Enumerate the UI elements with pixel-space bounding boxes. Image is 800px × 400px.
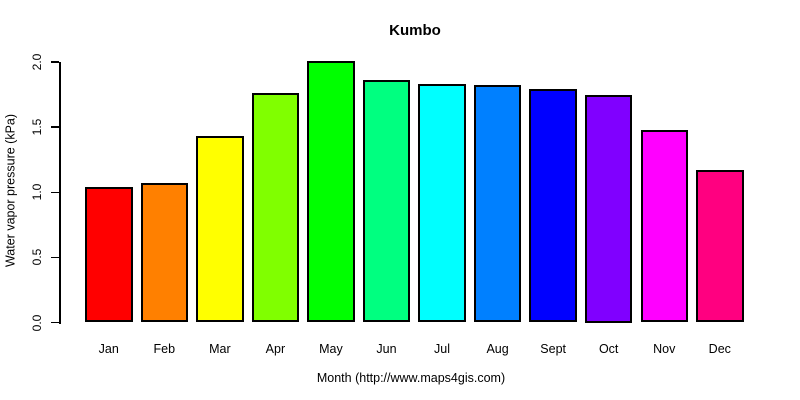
bar-jun bbox=[362, 80, 411, 323]
y-axis-tick-label: 2.0 bbox=[30, 53, 44, 71]
bar-nov bbox=[640, 129, 688, 323]
x-axis-tick-label: May bbox=[319, 342, 343, 356]
y-axis-tick bbox=[51, 191, 59, 193]
x-axis-tick-label: Jun bbox=[376, 342, 397, 356]
x-axis-tick-label: Jul bbox=[434, 342, 451, 356]
y-axis-tick bbox=[51, 321, 59, 324]
x-axis-tick-label: Apr bbox=[265, 342, 286, 356]
bar-feb bbox=[140, 183, 189, 323]
x-axis-tick-label: Oct bbox=[598, 342, 619, 356]
x-axis-tick-label: Jan bbox=[98, 342, 119, 356]
y-axis-tick-label: 1.5 bbox=[30, 118, 44, 136]
y-axis-tick bbox=[51, 126, 59, 128]
bar-sept bbox=[529, 89, 577, 323]
x-axis-tick-label: Nov bbox=[653, 342, 676, 356]
bar-oct bbox=[584, 94, 633, 323]
bar-dec bbox=[696, 170, 744, 323]
x-axis-tick-label: Aug bbox=[486, 342, 509, 356]
y-axis-tick-label: 0.0 bbox=[30, 314, 44, 331]
bar-apr bbox=[251, 93, 300, 323]
x-axis-tick-label: Dec bbox=[708, 342, 731, 356]
y-axis-tick bbox=[51, 256, 59, 259]
y-axis-line bbox=[59, 62, 61, 324]
bar-may bbox=[307, 60, 355, 323]
y-axis-title: Water vapor pressure (kPa) bbox=[3, 113, 18, 268]
y-axis-tick-label: 1.0 bbox=[30, 183, 44, 201]
bar-jul bbox=[418, 84, 466, 323]
y-axis-tick-label: 0.5 bbox=[30, 249, 44, 266]
bar-aug bbox=[473, 85, 522, 323]
chart-title: Kumbo bbox=[389, 22, 441, 39]
x-axis-tick-label: Feb bbox=[153, 342, 176, 356]
x-axis-tick-label: Mar bbox=[209, 342, 231, 356]
bar-jan bbox=[85, 187, 133, 323]
y-axis-tick bbox=[51, 61, 59, 63]
x-axis-tick-label: Sept bbox=[540, 342, 566, 356]
bar-mar bbox=[196, 136, 244, 323]
x-axis-title: Month (http://www.maps4gis.com) bbox=[316, 371, 506, 385]
